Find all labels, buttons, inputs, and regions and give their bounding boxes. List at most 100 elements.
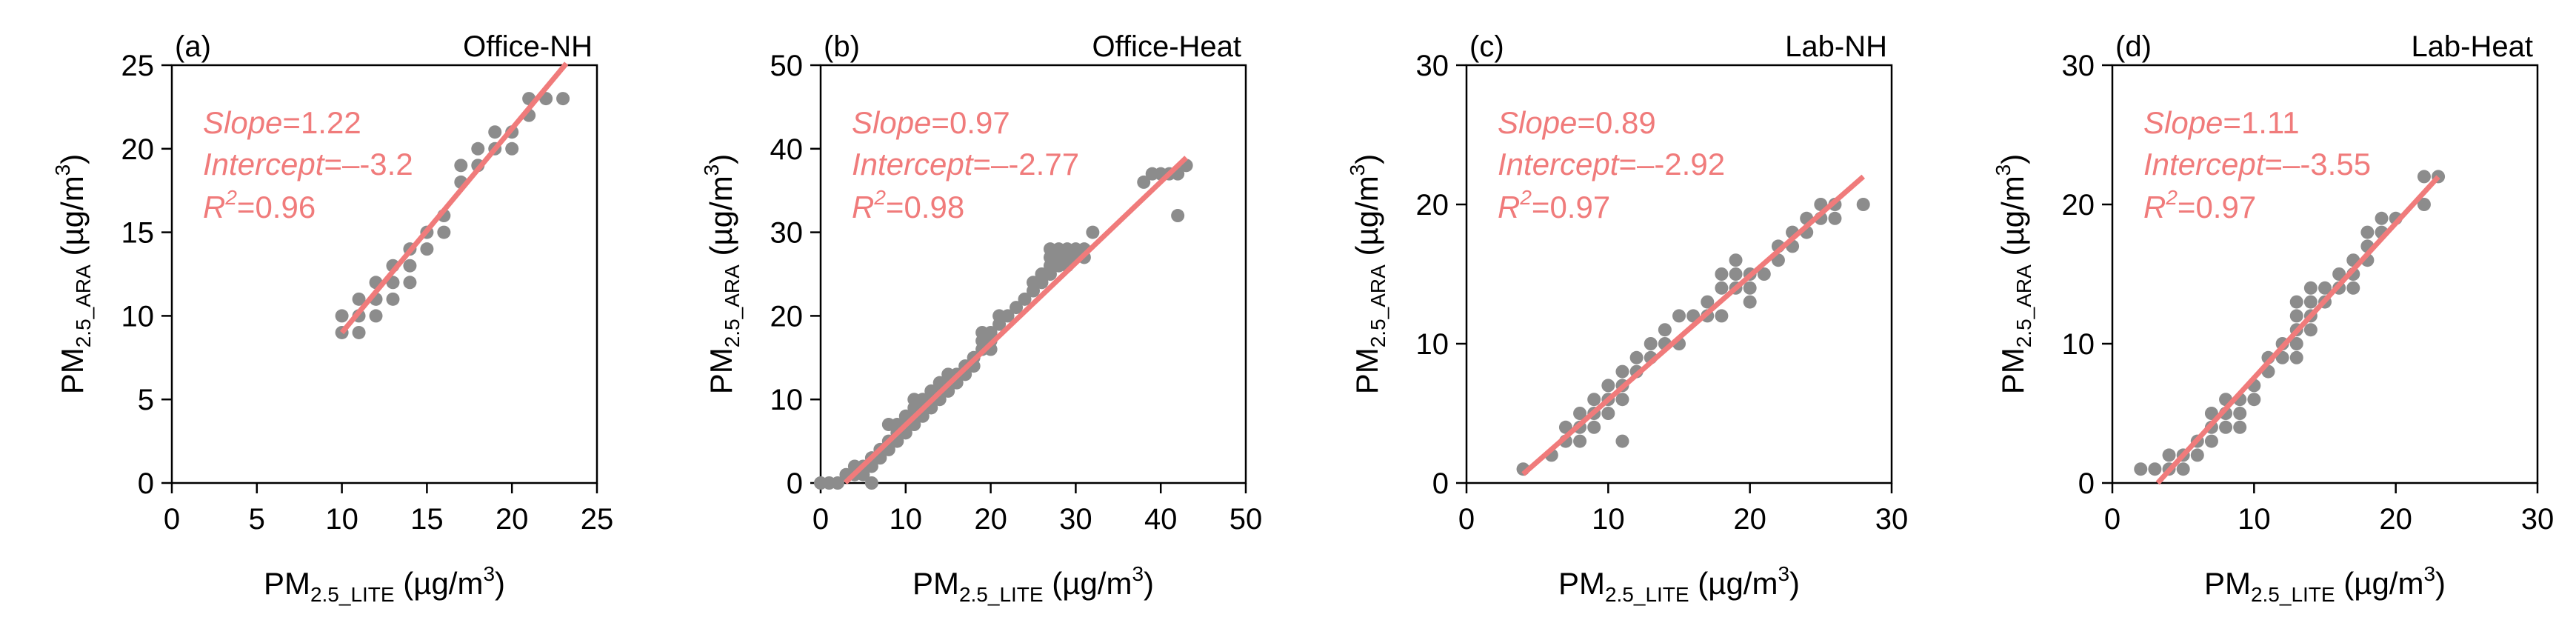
data-point [2303,323,2318,337]
data-point [2204,434,2218,448]
x-axis-label: PM2.5_LITE (µg/m3) [2204,562,2446,606]
data-point [1573,434,1587,448]
data-point [1601,379,1615,393]
data-point [1137,175,1151,189]
plot-frame [2111,64,2539,484]
data-point [1615,393,1629,407]
y-tick-label: 0 [787,467,803,500]
data-point [403,276,417,290]
x-tick-label: 20 [1733,503,1766,536]
y-tick-label: 30 [2062,50,2095,82]
y-tick-label: 0 [138,467,154,500]
data-point [1757,267,1771,281]
y-tick-label: 10 [1416,328,1449,361]
data-point [352,292,366,306]
data-point [2360,225,2375,239]
slope-text: Slope=0.97 [852,105,1010,140]
data-point [2289,309,2303,323]
data-point [2162,448,2176,462]
y-tick-label: 0 [1432,467,1449,500]
data-point [2190,448,2204,462]
data-point [2417,170,2431,184]
data-point [1644,337,1658,350]
data-point [335,309,349,323]
y-tick-label: 15 [121,217,155,250]
x-tick-label: 10 [325,503,358,536]
x-axis-label: PM2.5_LITE (µg/m3) [912,562,1154,606]
y-tick-label: 10 [770,384,804,416]
data-point [1629,350,1644,364]
x-tick-label: 20 [974,503,1007,536]
y-axis-label: PM2.5_ARA (µg/m3) [700,154,744,395]
data-point [2332,267,2346,281]
data-point [352,325,366,339]
panel-label: (c) [1469,30,1504,63]
data-point [1715,281,1729,295]
panel-c: 0 10 20 30 0 10 20 30 (c) Lab-NH Slope=0.89 Interce… [1346,30,1908,606]
panel-title: Lab-NH [1785,30,1887,63]
x-tick-label: 50 [1229,503,1263,536]
fit-line [339,61,569,335]
panel-label: (a) [175,30,211,63]
data-point [1715,309,1729,323]
data-point [556,92,570,106]
intercept-text: Intercept=–-3.55 [2143,147,2371,181]
panel-a: 0 5 10 15 20 25 0 5 10 15 20 25 (a) Office-NH Slope=1.… [51,30,613,606]
data-point [1729,267,1743,281]
x-axis-label: PM2.5_LITE (µg/m3) [264,562,505,606]
data-point [2219,420,2233,434]
plot-frame [170,64,598,484]
data-point [454,159,468,173]
data-point [2346,281,2360,295]
intercept-text: Intercept=–-3.2 [203,147,413,181]
data-point [2204,407,2218,420]
data-point [864,476,878,490]
data-point [471,141,485,156]
data-point [1743,281,1757,295]
data-point [505,141,519,156]
y-tick-label: 50 [770,50,804,82]
y-tick-label: 20 [121,133,155,166]
x-tick-label: 0 [1458,503,1475,536]
data-point [1587,393,1601,407]
panel-b: 0 10 20 30 40 50 0 10 20 30 40 50 (b) Office-Heat Slop… [700,30,1262,606]
r-squared-text: R2=0.96 [203,186,316,224]
data-point [1171,209,1185,223]
data-point [1573,407,1587,420]
y-tick-label: 0 [2078,467,2095,500]
data-point [1715,267,1729,281]
data-point [1010,301,1024,315]
y-tick-label: 5 [138,384,154,416]
fit-line [1521,174,1866,476]
data-point [2134,462,2148,476]
plot-frame [819,64,1247,484]
y-tick-label: 40 [770,133,804,166]
data-point [984,325,998,339]
data-point [1001,309,1015,323]
panel-d: 0 10 20 30 0 10 20 30 (d) Lab-Heat Slope=1.11 Inter… [1992,30,2554,606]
plot-frame [1465,64,1893,484]
data-point [1587,420,1601,434]
data-point [1601,407,1615,420]
y-axis-label: PM2.5_ARA (µg/m3) [51,154,95,395]
data-point [2247,393,2261,407]
data-point [1086,225,1100,239]
data-point [420,242,434,256]
data-point [403,259,417,273]
x-tick-label: 30 [1875,503,1909,536]
slope-text: Slope=1.11 [2143,105,2300,140]
data-point [2176,462,2190,476]
x-tick-label: 10 [890,503,923,536]
y-tick-label: 30 [1416,50,1449,82]
x-tick-label: 0 [164,503,180,536]
r-squared-text: R2=0.98 [852,186,964,224]
data-point [369,309,383,323]
data-point [1672,309,1686,323]
data-point [2289,350,2303,364]
x-tick-label: 10 [2238,503,2271,536]
x-tick-label: 20 [495,503,529,536]
x-tick-label: 5 [249,503,265,536]
y-axis-label: PM2.5_ARA (µg/m3) [1992,154,2035,395]
y-axis-label: PM2.5_ARA (µg/m3) [1346,154,1389,395]
